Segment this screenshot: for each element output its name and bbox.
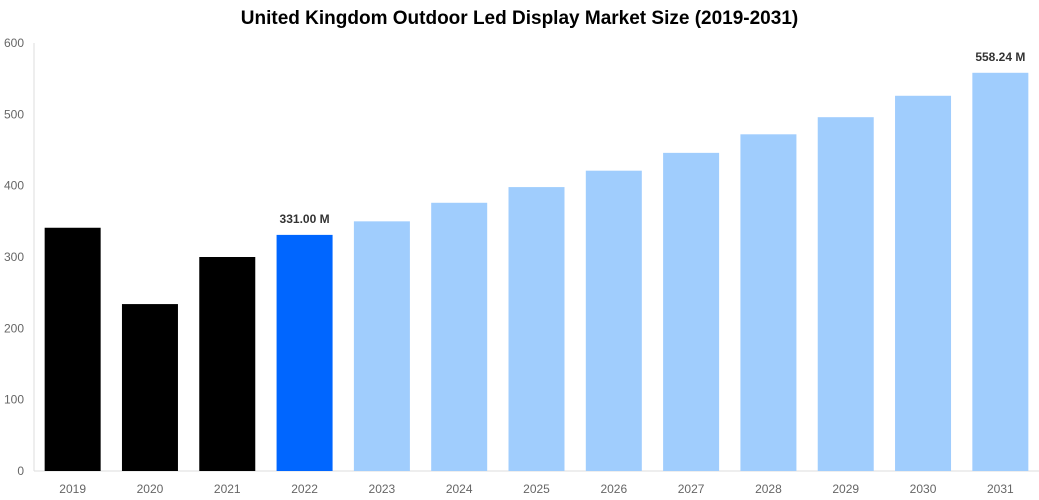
bar-2023	[353, 221, 410, 471]
x-tick-label: 2019	[59, 482, 86, 496]
y-tick-label: 100	[4, 393, 24, 407]
x-tick-label: 2025	[523, 482, 550, 496]
bar-2030	[895, 95, 952, 471]
bar-2019	[44, 227, 101, 471]
x-tick-label: 2031	[987, 482, 1014, 496]
bar-2028	[740, 134, 797, 471]
x-tick-label: 2024	[446, 482, 473, 496]
bar-2022	[276, 234, 333, 471]
x-tick-label: 2026	[600, 482, 627, 496]
bar-2029	[817, 117, 874, 471]
y-tick-label: 500	[4, 107, 24, 121]
x-tick-label: 2020	[137, 482, 164, 496]
y-tick-label: 200	[4, 321, 24, 335]
x-tick-label: 2028	[755, 482, 782, 496]
x-tick-label: 2021	[214, 482, 241, 496]
bar-2024	[431, 202, 488, 471]
bar-2027	[663, 152, 720, 471]
x-tick-label: 2027	[678, 482, 705, 496]
bar-2031	[972, 72, 1029, 471]
data-label: 331.00 M	[280, 212, 330, 226]
bar-2025	[508, 187, 565, 472]
x-tick-label: 2022	[291, 482, 318, 496]
bar-2021	[199, 257, 256, 471]
x-tick-label: 2023	[369, 482, 396, 496]
data-label: 558.24 M	[975, 50, 1025, 64]
chart-title: United Kingdom Outdoor Led Display Marke…	[240, 8, 799, 29]
x-tick-label: 2029	[832, 482, 859, 496]
x-tick-label: 2030	[910, 482, 937, 496]
bar-2026	[585, 170, 642, 472]
y-tick-label: 400	[4, 179, 24, 193]
y-tick-label: 0	[17, 464, 24, 478]
y-tick-label: 300	[4, 250, 24, 264]
y-tick-label: 600	[4, 36, 24, 50]
bar-2020	[121, 304, 178, 471]
